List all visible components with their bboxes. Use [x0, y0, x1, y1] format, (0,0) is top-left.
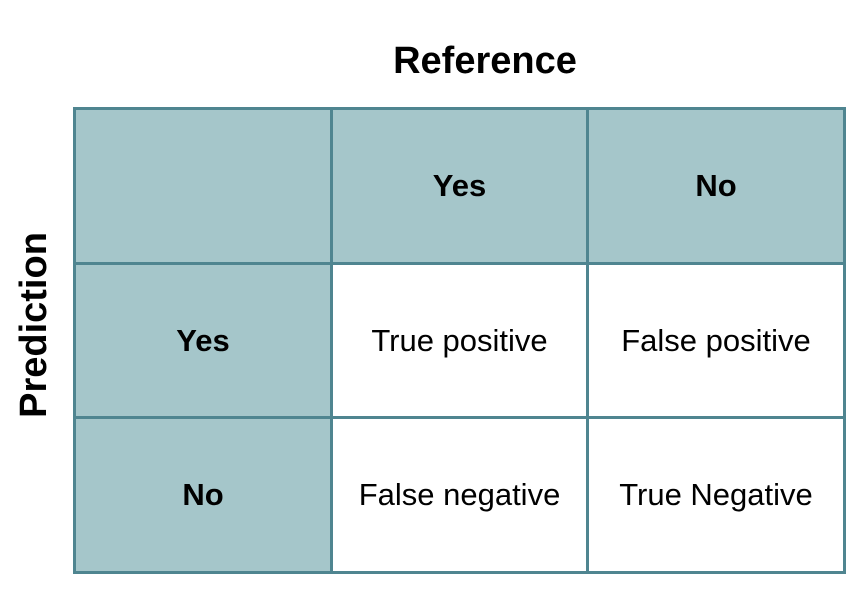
confusion-matrix: Yes No Yes True positive False positive …	[73, 107, 846, 574]
row-header-yes: Yes	[73, 262, 333, 419]
row-header-no: No	[73, 416, 333, 574]
cell-false-positive: False positive	[586, 262, 846, 419]
column-header-yes: Yes	[330, 107, 589, 265]
reference-axis-title: Reference	[393, 40, 577, 82]
matrix-row-yes: Yes True positive False positive	[73, 262, 846, 419]
cell-true-negative: True Negative	[586, 416, 846, 574]
header-row: Yes No	[73, 107, 846, 265]
prediction-axis-title: Prediction	[13, 232, 55, 418]
corner-cell	[73, 107, 333, 265]
cell-true-positive: True positive	[330, 262, 589, 419]
matrix-row-no: No False negative True Negative	[73, 416, 846, 574]
column-header-no: No	[586, 107, 846, 265]
cell-false-negative: False negative	[330, 416, 589, 574]
